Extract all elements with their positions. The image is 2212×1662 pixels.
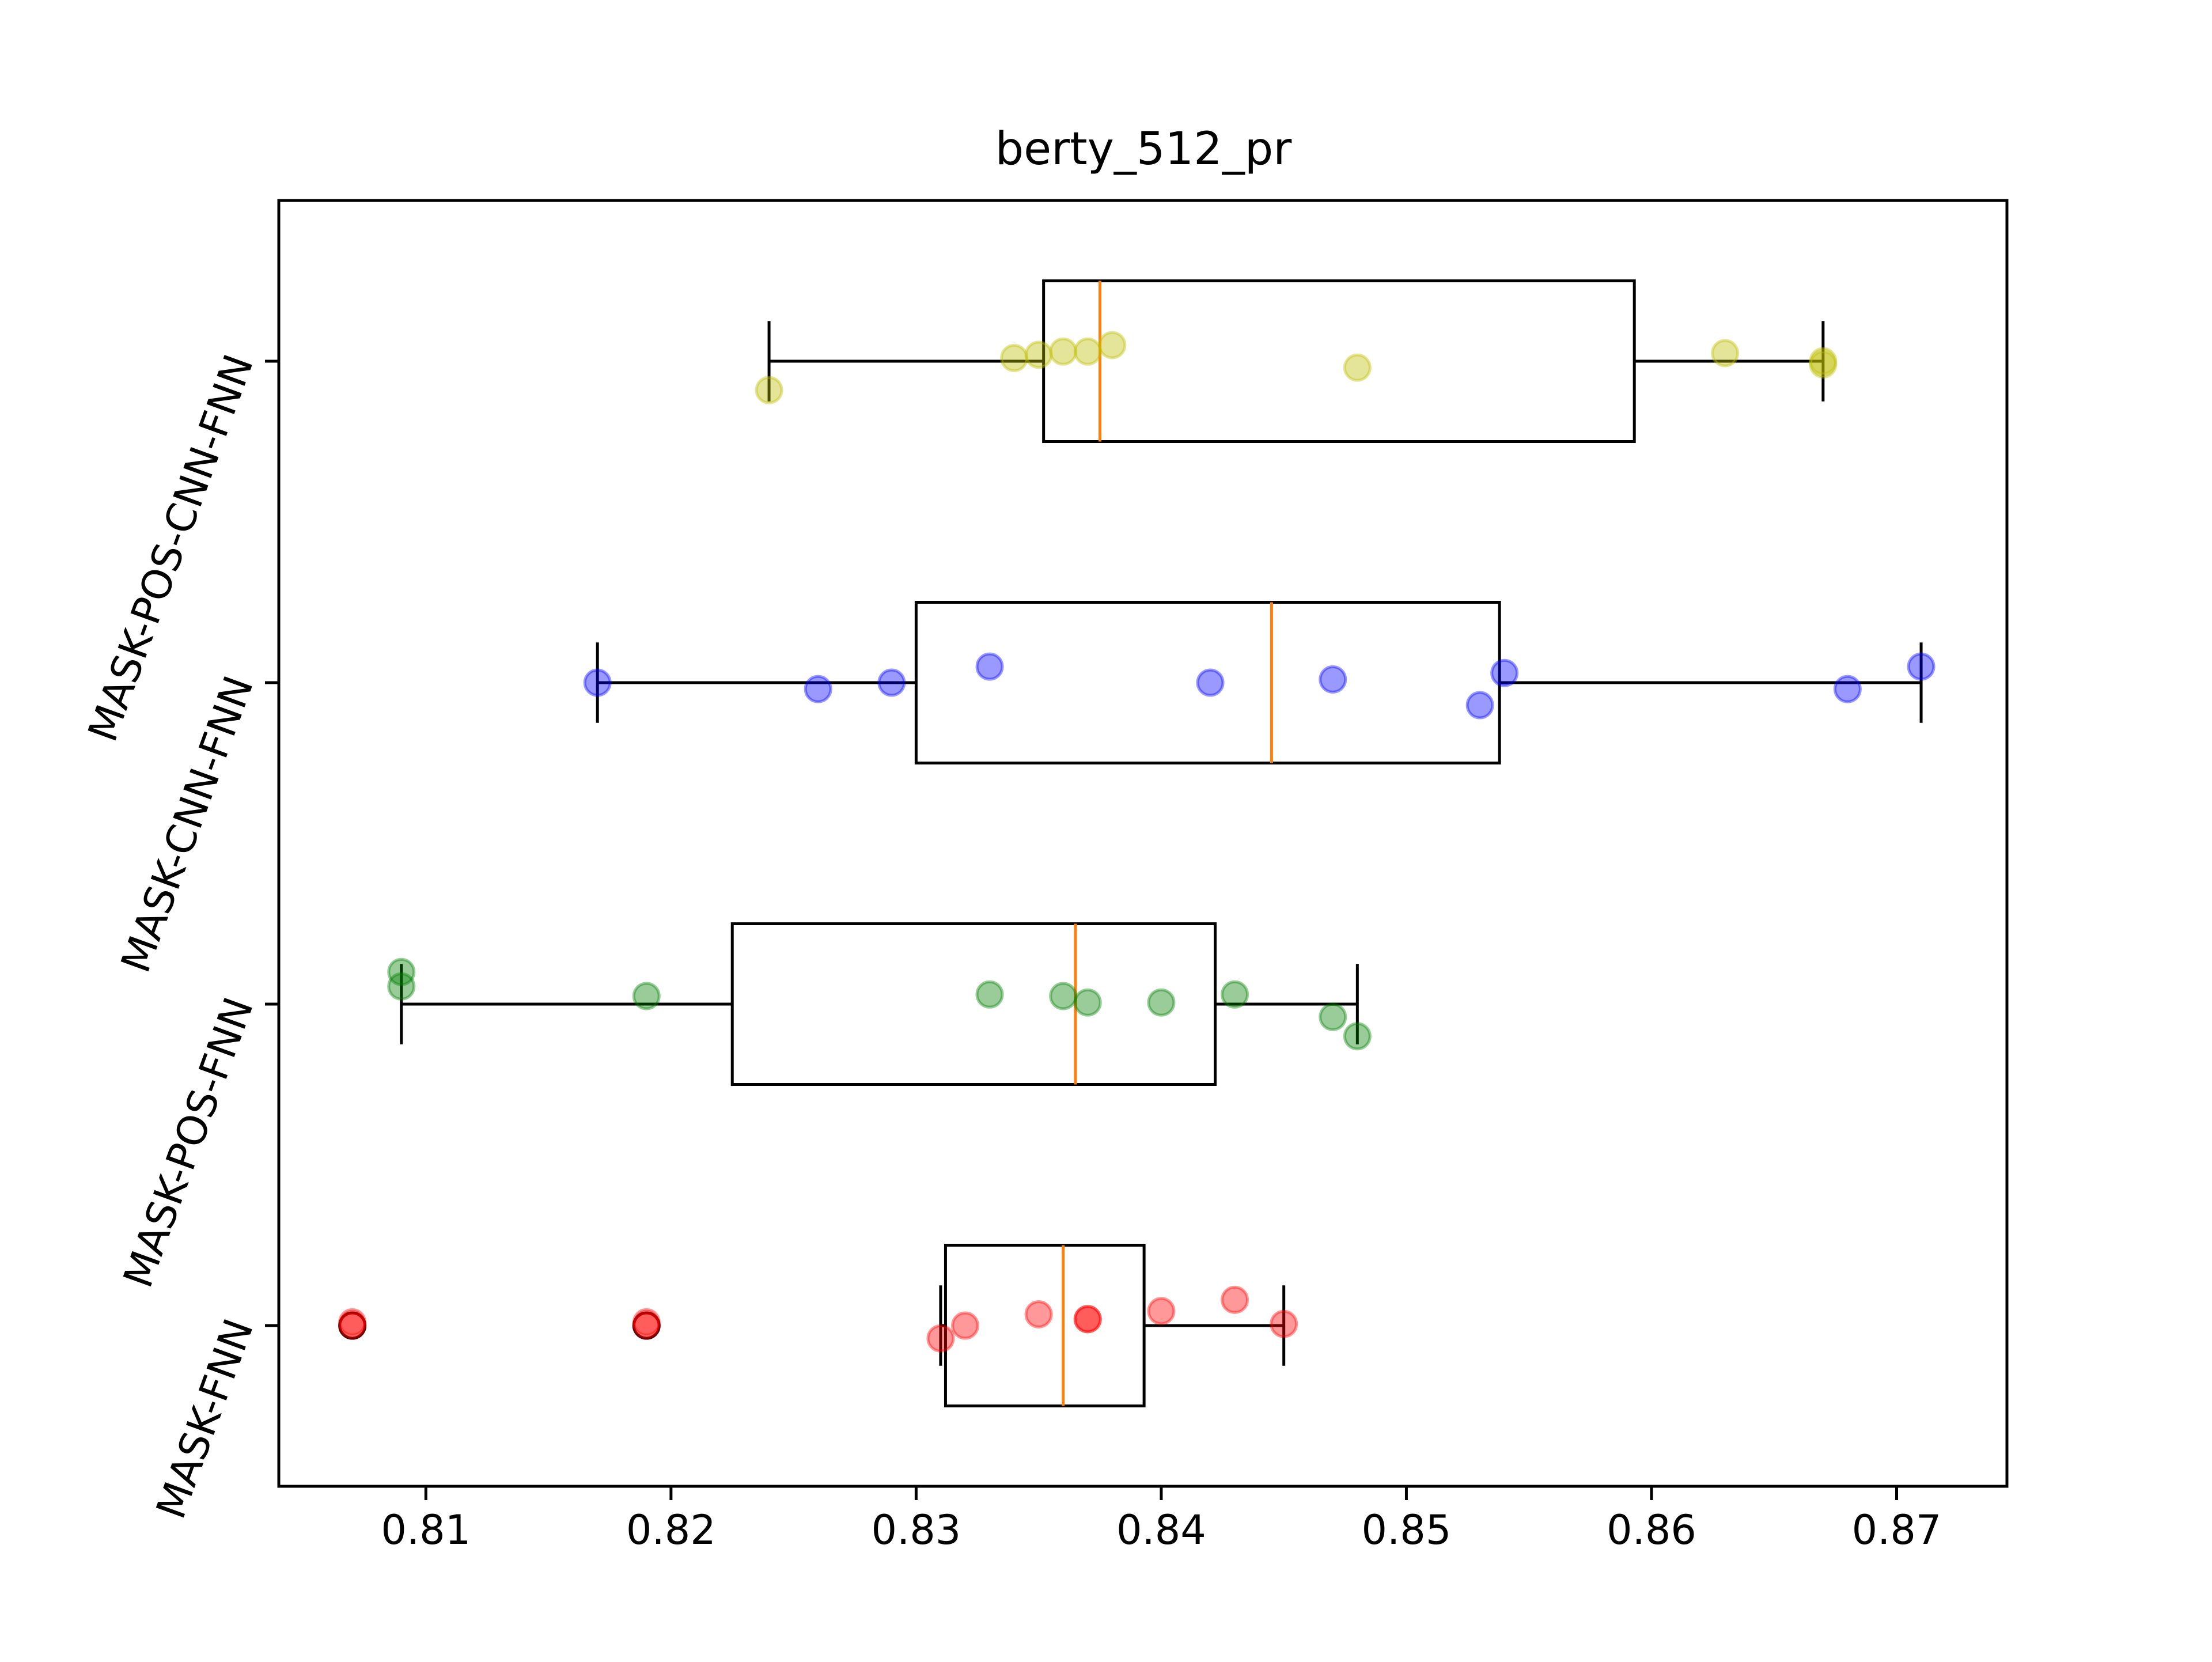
data-point — [1049, 982, 1078, 1010]
data-point — [387, 972, 416, 1001]
data-point — [1073, 988, 1102, 1017]
data-point — [1490, 658, 1519, 687]
box-group — [755, 279, 1838, 443]
data-point — [1270, 1309, 1298, 1338]
data-point — [804, 675, 832, 703]
data-point — [950, 1311, 979, 1340]
data-point — [583, 668, 612, 697]
data-point — [975, 980, 1004, 1009]
data-point — [1465, 691, 1494, 720]
chart-title: berty_512_pr — [995, 123, 1293, 175]
data-point — [1000, 343, 1029, 372]
data-point — [1196, 668, 1225, 697]
data-point — [1809, 350, 1838, 379]
data-point — [1049, 337, 1078, 366]
data-point — [877, 668, 906, 697]
data-point — [1073, 337, 1102, 366]
data-point — [387, 957, 416, 986]
x-tick-label: 0.84 — [1116, 1506, 1206, 1554]
data-point — [926, 1324, 955, 1353]
plot-area — [338, 279, 1936, 1407]
data-point — [1833, 675, 1862, 703]
box-iqr — [730, 922, 1217, 1086]
box-iqr — [944, 1244, 1146, 1407]
data-point — [1098, 331, 1127, 359]
axes-frame — [277, 199, 2009, 1488]
data-point — [1809, 347, 1838, 376]
box-group — [338, 1244, 1298, 1407]
box-group — [583, 601, 1936, 764]
x-tick-label: 0.87 — [1852, 1506, 1942, 1554]
box-iqr — [914, 601, 1501, 764]
data-point — [1073, 1305, 1102, 1334]
data-point — [1319, 1002, 1347, 1031]
x-tick-label: 0.83 — [871, 1506, 961, 1554]
x-tick-label: 0.86 — [1607, 1506, 1696, 1554]
data-point — [1221, 1285, 1249, 1314]
data-point — [1147, 1297, 1176, 1326]
data-point — [755, 376, 783, 404]
data-point — [1343, 353, 1372, 382]
data-point — [1147, 988, 1176, 1017]
x-tick-label: 0.82 — [626, 1506, 716, 1554]
data-point — [1221, 980, 1249, 1009]
outlier-marker — [632, 1311, 661, 1340]
box-iqr — [1042, 279, 1636, 443]
x-tick-label: 0.81 — [381, 1506, 471, 1554]
data-point — [632, 1308, 661, 1337]
data-point — [338, 1311, 367, 1340]
data-point — [1024, 340, 1053, 369]
data-point — [632, 1311, 661, 1340]
data-point — [1319, 665, 1347, 694]
data-point — [1073, 1305, 1102, 1334]
data-point — [1024, 1300, 1053, 1328]
data-point — [1711, 339, 1740, 368]
data-point — [975, 652, 1004, 681]
data-point — [1343, 1022, 1372, 1051]
outlier-marker — [338, 1311, 367, 1340]
data-point — [632, 982, 661, 1010]
data-point — [338, 1308, 367, 1337]
data-point — [1907, 652, 1936, 681]
box-group — [387, 922, 1372, 1086]
x-axis: 0.81 0.82 0.83 0.84 0.85 0.86 0.87 — [381, 1486, 1941, 1554]
x-tick-label: 0.85 — [1362, 1506, 1452, 1554]
